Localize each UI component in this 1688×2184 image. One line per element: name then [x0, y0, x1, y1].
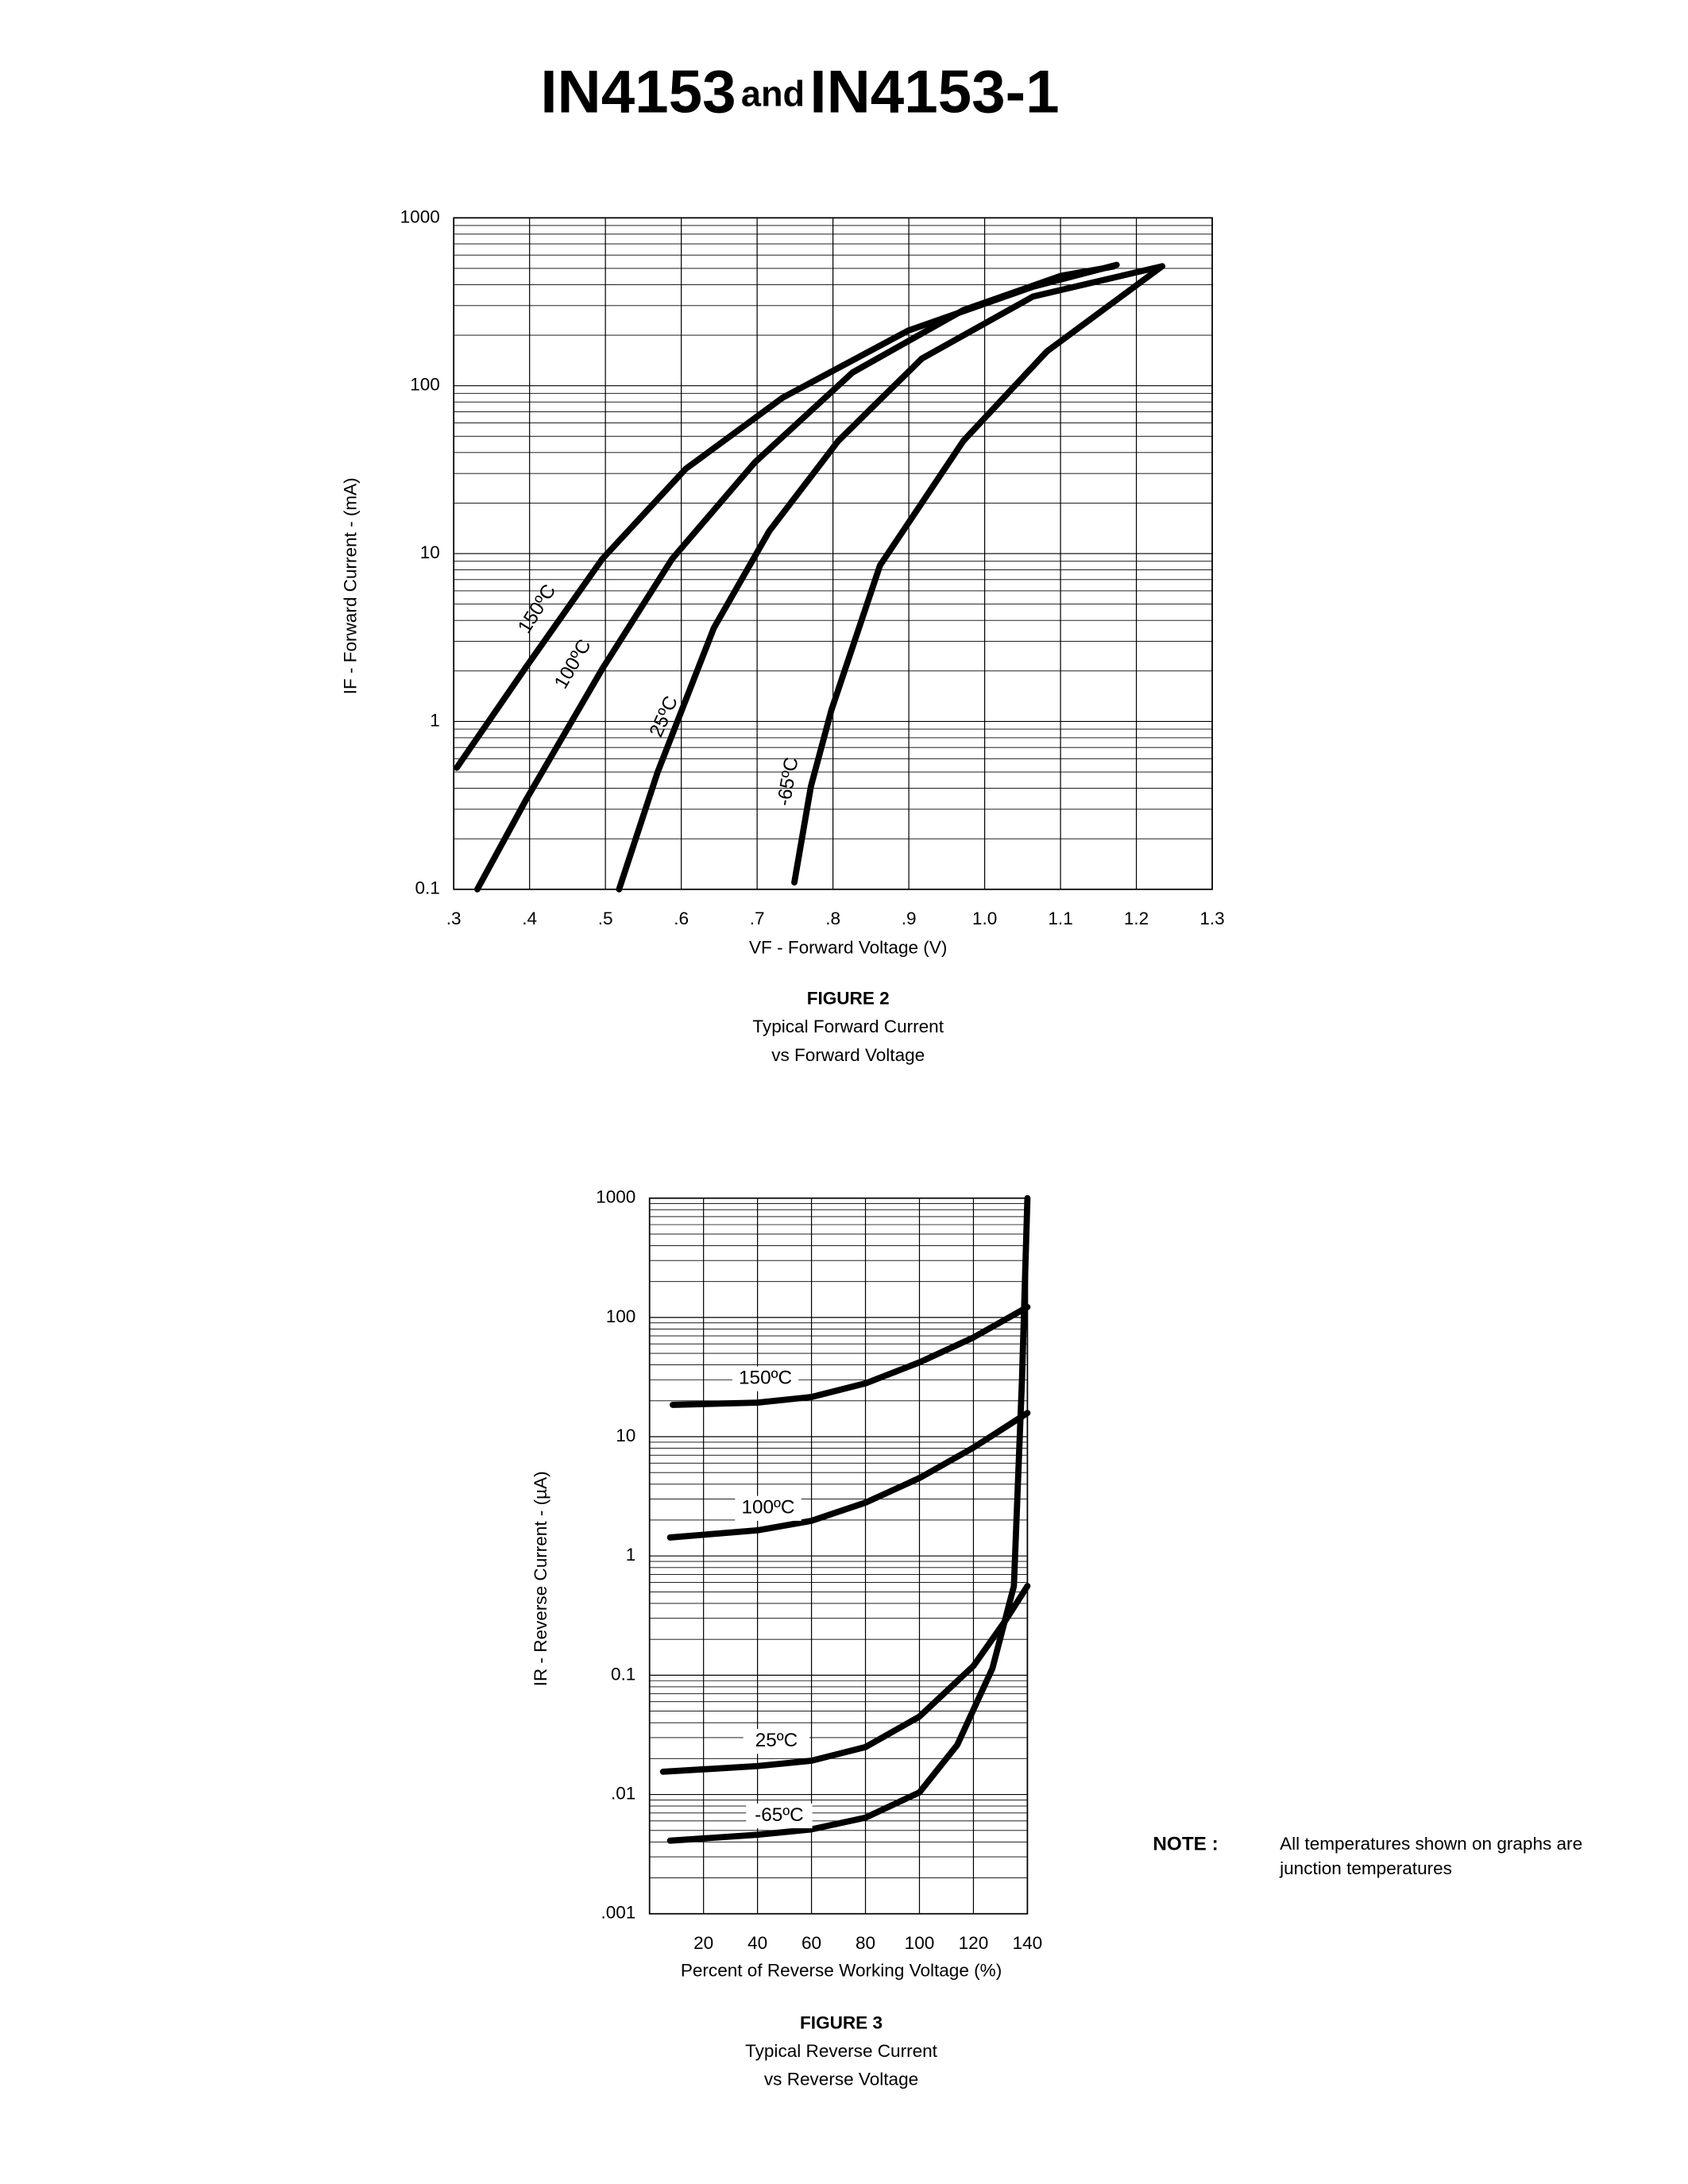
y-tick-label: 100 — [606, 1306, 636, 1326]
x-tick-label: 100 — [905, 1933, 935, 1953]
figure-caption: vs Reverse Voltage — [764, 2070, 918, 2089]
curve-label: 100ºC — [742, 1497, 795, 1518]
figure-caption: vs Forward Voltage — [771, 1045, 925, 1065]
x-tick-label: .8 — [825, 909, 840, 928]
curve-label: 100ºC — [550, 636, 596, 693]
x-tick-label: 1.2 — [1124, 909, 1149, 928]
label-background — [743, 1729, 810, 1754]
x-tick-label: 120 — [959, 1933, 989, 1953]
title-part: IN4153-1 — [809, 59, 1059, 126]
curve — [666, 1194, 1031, 1844]
y-tick-label: 10 — [616, 1426, 635, 1445]
y-tick-label: 100 — [410, 375, 440, 395]
x-tick-label: .6 — [674, 909, 689, 928]
y-tick-label: 0.1 — [611, 1664, 635, 1684]
x-tick-label: 60 — [802, 1933, 821, 1953]
y-tick-label: .001 — [601, 1903, 635, 1923]
x-tick-label: .7 — [750, 909, 765, 928]
label-background — [735, 1495, 802, 1521]
x-tick-label: 1.0 — [972, 909, 997, 928]
note-label: NOTE : — [1153, 1833, 1218, 1854]
label-background — [746, 1803, 813, 1829]
curve-label: -65ºC — [773, 756, 802, 808]
y-axis-title: IR - Reverse Current - (µA) — [531, 1471, 550, 1686]
y-tick-label: 1000 — [400, 206, 440, 226]
curve-label: 150ºC — [739, 1368, 792, 1389]
curve — [669, 1303, 1031, 1408]
figure-number: FIGURE 2 — [807, 989, 890, 1009]
x-axis-title: Percent of Reverse Working Voltage (%) — [681, 1961, 1002, 1981]
note-text: All temperatures shown on graphs are — [1280, 1834, 1582, 1854]
title-conjunction: and — [741, 73, 805, 114]
y-tick-label: 1 — [430, 710, 440, 730]
curve — [666, 1410, 1031, 1541]
figure-number: FIGURE 3 — [800, 2013, 883, 2033]
curve — [791, 263, 1165, 886]
x-tick-label: .9 — [902, 909, 917, 928]
x-axis-title: VF - Forward Voltage (V) — [749, 937, 947, 957]
curve — [616, 263, 1165, 893]
x-tick-label: .5 — [598, 909, 613, 928]
y-tick-label: 10 — [420, 542, 440, 562]
note-text: junction temperatures — [1279, 1858, 1452, 1878]
y-tick-label: 0.1 — [415, 878, 439, 898]
x-tick-label: 20 — [693, 1933, 713, 1953]
curve-label: 25ºC — [755, 1730, 798, 1751]
page-title: IN4153 and IN4153-1 — [540, 59, 1059, 126]
y-axis-title: IF - Forward Current - (mA) — [341, 477, 361, 694]
x-tick-label: 140 — [1013, 1933, 1043, 1953]
x-tick-label: 40 — [747, 1933, 767, 1953]
x-tick-label: .4 — [522, 909, 537, 928]
curve-label: -65ºC — [755, 1804, 804, 1826]
curve — [659, 1583, 1031, 1775]
title-part: IN4153 — [540, 59, 736, 126]
y-tick-label: 1 — [626, 1545, 636, 1565]
x-tick-label: .3 — [446, 909, 462, 928]
y-tick-label: .01 — [611, 1784, 635, 1804]
x-tick-label: 1.3 — [1199, 909, 1224, 928]
x-tick-label: 1.1 — [1048, 909, 1072, 928]
label-background — [732, 1366, 799, 1391]
x-tick-label: 80 — [856, 1933, 875, 1953]
y-tick-label: 1000 — [596, 1187, 635, 1207]
figure-caption: Typical Reverse Current — [745, 2041, 938, 2061]
curve — [473, 263, 1117, 893]
curve — [454, 261, 1120, 771]
figure-caption: Typical Forward Current — [752, 1017, 944, 1036]
